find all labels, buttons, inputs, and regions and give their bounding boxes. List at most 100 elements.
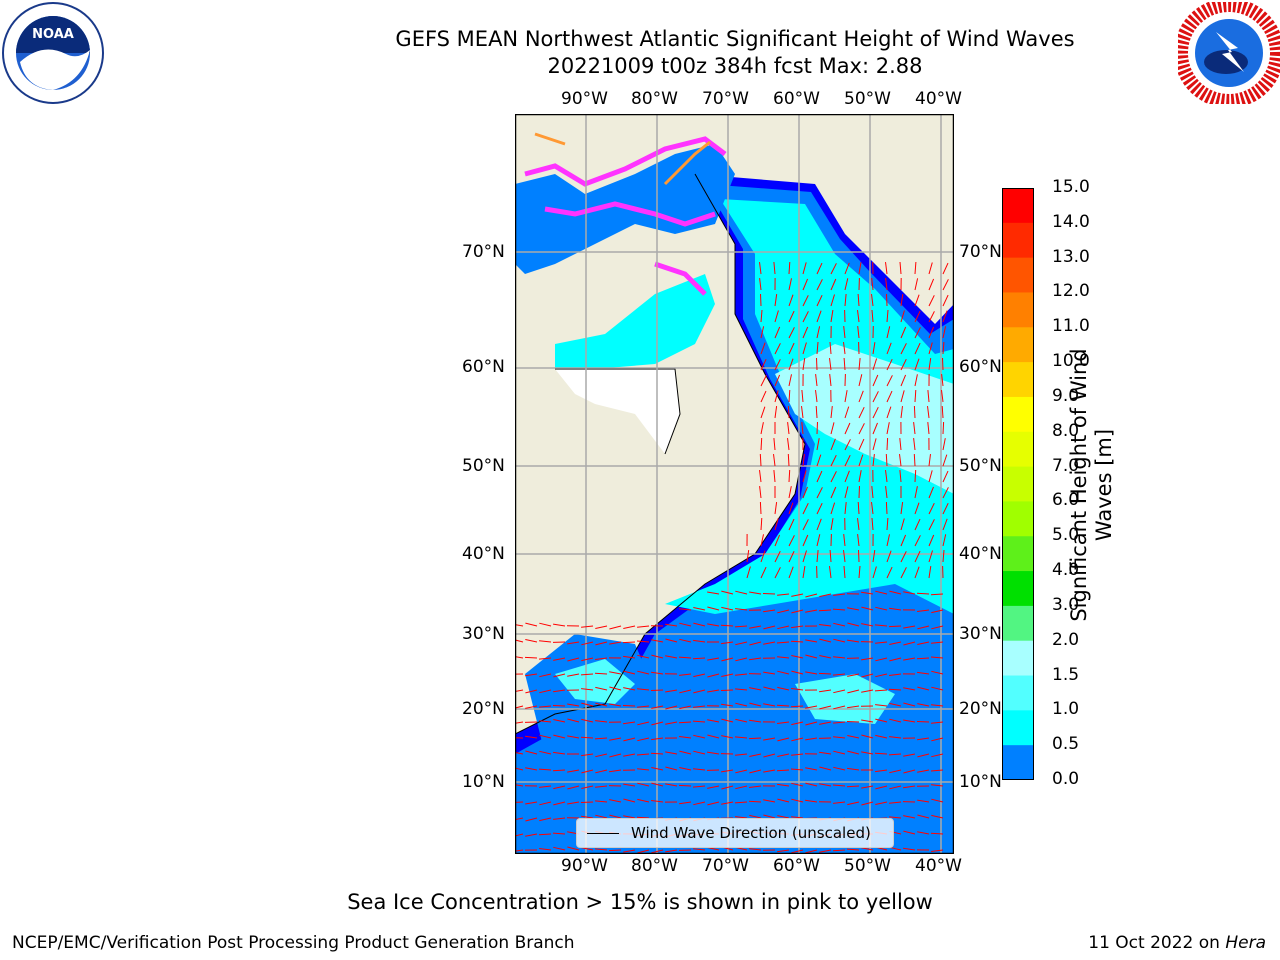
colorbar-segment: [1002, 745, 1034, 780]
lat-label-left: 30°N: [462, 624, 505, 644]
wave-direction-arrow: [515, 639, 524, 643]
wave-direction-arrow: [858, 485, 860, 499]
wave-direction-arrow: [567, 846, 580, 851]
wave-direction-arrow: [623, 721, 636, 725]
wave-direction-arrow: [928, 295, 935, 307]
wave-direction-arrow: [816, 534, 821, 547]
wave-direction-arrow: [595, 625, 608, 629]
wave-direction-arrow: [833, 689, 846, 694]
wave-direction-arrow: [595, 785, 608, 788]
lat-label-right: 60°N: [959, 357, 1002, 377]
wave-direction-arrow: [788, 261, 791, 275]
wave-direction-arrow: [763, 625, 776, 630]
wave-direction-arrow: [830, 294, 835, 307]
wave-direction-arrow: [801, 389, 804, 403]
wave-direction-arrow: [903, 785, 916, 789]
wave-direction-arrow: [760, 326, 765, 339]
wave-direction-arrow: [931, 670, 944, 675]
colorbar-segment: [1002, 257, 1034, 293]
hudson-bay: [555, 274, 715, 369]
wave-direction-arrow: [749, 625, 762, 629]
wave-direction-arrow: [927, 422, 930, 435]
wave-direction-arrow: [819, 705, 832, 710]
wave-direction-arrow: [760, 375, 767, 387]
wave-direction-arrow: [707, 751, 720, 755]
wave-direction-arrow: [900, 551, 907, 563]
wave-direction-arrow: [776, 704, 790, 707]
wave-direction-arrow: [942, 326, 947, 339]
wave-direction-arrow: [830, 454, 837, 467]
wave-direction-arrow: [886, 375, 893, 387]
chart-subtitle: 20221009 t00z 384h fcst Max: 2.88: [547, 54, 923, 78]
wave-direction-arrow: [858, 358, 861, 371]
wave-direction-arrow: [515, 721, 524, 724]
wave-direction-arrow: [832, 608, 846, 611]
nws-logo: [1178, 2, 1280, 104]
wave-direction-arrow: [930, 832, 944, 835]
wave-direction-arrow: [914, 535, 921, 547]
wave-direction-arrow: [777, 849, 790, 853]
wave-direction-arrow: [608, 849, 622, 852]
colorbar-segment: [1002, 571, 1034, 607]
wave-direction-arrow: [805, 721, 818, 726]
map-legend: Wind Wave Direction (unscaled): [576, 818, 894, 848]
wave-direction-arrow: [931, 641, 944, 644]
wave-direction-arrow: [791, 609, 804, 614]
wave-direction-arrow: [832, 849, 846, 852]
wave-direction-arrow: [553, 689, 566, 693]
wave-direction-arrow: [791, 782, 804, 787]
wave-direction-arrow: [931, 609, 944, 614]
wave-direction-arrow: [847, 735, 860, 739]
wave-direction-arrow: [802, 311, 809, 323]
colorbar-segment: [1002, 536, 1034, 572]
wave-direction-arrow: [914, 518, 921, 531]
wave-direction-arrow: [889, 736, 902, 739]
wave-direction-arrow: [791, 753, 804, 756]
wave-direction-arrow: [735, 702, 748, 707]
wave-direction-arrow: [942, 454, 948, 467]
wave-direction-arrow: [816, 518, 822, 531]
wave-direction-arrow: [721, 769, 734, 773]
wave-direction-arrow: [746, 550, 750, 563]
wave-direction-arrow: [581, 657, 594, 662]
wave-direction-arrow: [787, 453, 790, 467]
wave-direction-arrow: [889, 657, 902, 662]
wave-direction-arrow: [802, 342, 807, 355]
wave-direction-arrow: [707, 801, 720, 806]
wave-direction-arrow: [553, 719, 566, 723]
wave-direction-arrow: [843, 534, 846, 547]
lat-label-left: 40°N: [462, 544, 505, 564]
wave-direction-arrow: [707, 719, 720, 723]
colorbar-segment: [1002, 188, 1034, 224]
wave-direction-arrow: [858, 262, 862, 275]
wave-direction-arrow: [872, 374, 879, 387]
wave-direction-arrow: [816, 550, 819, 563]
wave-direction-arrow: [903, 753, 916, 757]
wave-direction-arrow: [707, 689, 720, 693]
wave-direction-arrow: [791, 670, 804, 675]
wave-direction-arrow: [759, 486, 762, 499]
wave-direction-arrow: [580, 801, 594, 803]
wave-direction-arrow: [763, 671, 776, 675]
wave-direction-arrow: [928, 454, 931, 467]
wave-direction-arrow: [871, 486, 874, 499]
wave-direction-arrow: [788, 389, 791, 403]
wave-direction-arrow: [942, 294, 949, 307]
wave-direction-arrow: [735, 769, 748, 774]
lat-label-left: 50°N: [462, 456, 505, 476]
wave-direction-arrow: [916, 592, 930, 595]
wave-direction-arrow: [805, 593, 818, 598]
wave-direction-arrow: [886, 422, 890, 435]
wave-direction-arrow: [927, 390, 930, 403]
colorbar-segment: [1002, 710, 1034, 746]
wave-direction-arrow: [692, 785, 706, 788]
wave-direction-arrow: [774, 567, 781, 579]
wave-direction-arrow: [917, 814, 930, 819]
wave-direction-arrow: [928, 342, 933, 355]
wave-direction-arrow: [875, 801, 888, 805]
lon-label-top: 80°W: [631, 89, 678, 109]
wave-direction-arrow: [777, 798, 790, 803]
wave-direction-arrow: [774, 359, 781, 371]
wave-direction-arrow: [762, 593, 776, 595]
wave-direction-arrow: [788, 327, 795, 339]
